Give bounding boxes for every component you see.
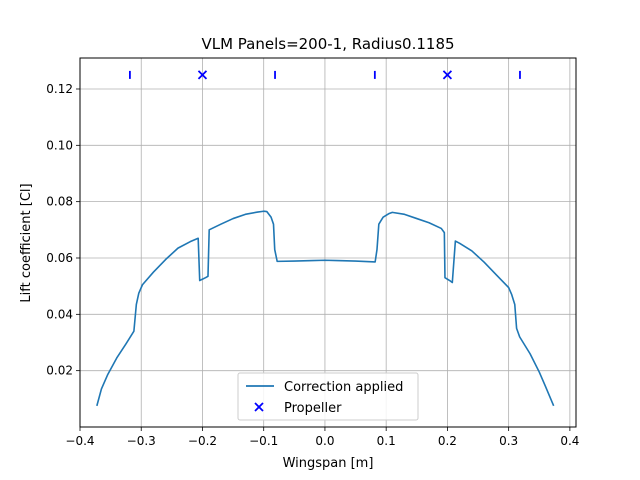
x-axis-ticks: −0.4 −0.3 −0.2 −0.1 0.0 0.1 0.2 0.3 0.4 [65,427,579,448]
x-tick-label: 0.2 [438,434,457,448]
legend-label-correction: Correction applied [284,380,403,395]
x-tick-label: −0.2 [188,434,217,448]
x-tick-label: −0.1 [249,434,278,448]
legend: Correction applied Propeller [237,372,419,421]
x-tick-label: 0.1 [377,434,396,448]
y-axis-label: Lift coefficient [Cl] [19,183,34,302]
x-tick-label: 0.0 [315,434,334,448]
chart-title: VLM Panels=200-1, Radius0.1185 [201,35,454,53]
x-tick-label: 0.3 [499,434,518,448]
y-tick-label: 0.12 [46,82,73,96]
propeller-marker [442,70,453,80]
legend-label-propeller: Propeller [284,401,342,416]
legend-x-marker [254,402,264,412]
x-tick-label: −0.4 [65,434,94,448]
y-tick-label: 0.10 [46,138,73,152]
legend-box [237,372,419,421]
x-tick-label: −0.3 [127,434,156,448]
grid [79,58,576,427]
y-tick-label: 0.06 [46,251,73,265]
y-axis-ticks: 0.02 0.04 0.06 0.08 0.10 0.12 [46,82,80,378]
y-tick-label: 0.02 [46,364,73,378]
x-tick-label: 0.4 [560,434,579,448]
plot-frame [79,57,577,428]
x-axis-label: Wingspan [m] [283,456,374,471]
propeller-marker [197,70,208,80]
plot-series [96,70,555,407]
y-tick-label: 0.04 [46,307,73,321]
y-tick-label: 0.08 [46,195,73,209]
series-line-correction-applied [96,210,555,407]
